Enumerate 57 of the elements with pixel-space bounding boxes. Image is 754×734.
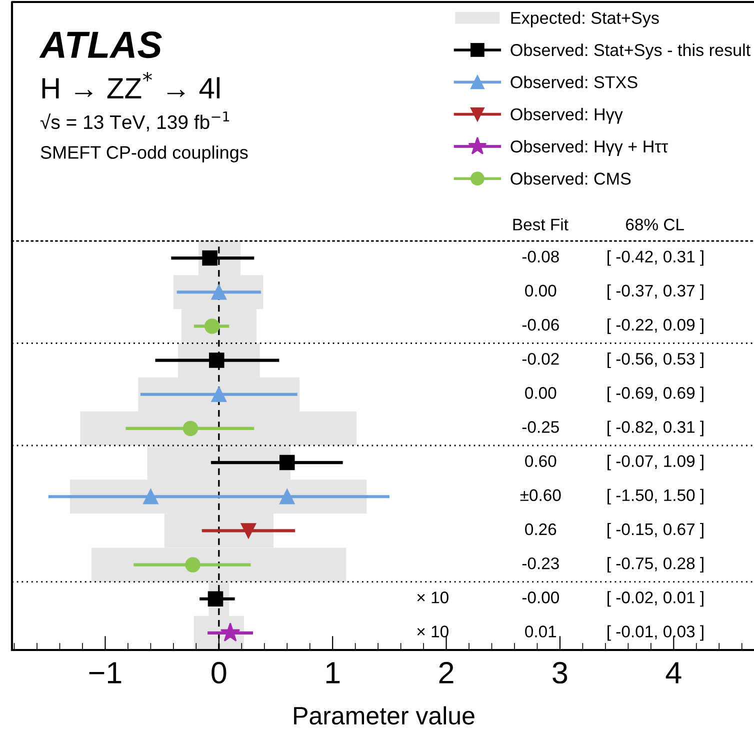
x-tick-label: 4 (666, 662, 682, 684)
x-tick-label: 3 (552, 662, 568, 684)
legend-label: Observed: CMS (510, 172, 631, 185)
annotation: [ -0.15, 0.67 ] (608, 522, 704, 538)
point (143, 488, 158, 504)
annotation: [ -0.69, 0.69 ] (608, 386, 704, 402)
x-axis-title: Parameter value (294, 706, 474, 725)
annotation: [ -0.01, 0.03 ] (608, 625, 704, 641)
annotation: -0.06 (522, 318, 559, 331)
legend-label: Observed: Hγγ (510, 108, 623, 124)
x-tick-label: −1 (89, 662, 122, 684)
annotation: [ -0.75, 0.28 ] (608, 557, 704, 573)
annotation: -0.02 (522, 352, 559, 365)
x-tick-label: 1 (326, 662, 340, 684)
annotation: -0.00 (522, 592, 559, 604)
annotation: -0.08 (522, 250, 559, 263)
point (211, 284, 227, 300)
x-tick-label: 0 (212, 662, 226, 684)
point (211, 386, 227, 402)
point (182, 420, 198, 436)
annotation: [ -0.22, 0.09 ] (608, 318, 704, 334)
point (208, 352, 224, 368)
annotation: -0.23 (522, 557, 559, 570)
legend-label: Expected: Stat+Sys (511, 11, 659, 28)
legend-label: Observed: Hγγ + Hττ (510, 140, 668, 156)
text: Best Fit (513, 218, 568, 230)
annotation: [ -0.07, 1.09 ] (608, 454, 704, 470)
text: √s = 13 TeV, 139 fb$^{−1}$ (40, 111, 230, 132)
point (202, 250, 218, 266)
point (204, 318, 220, 334)
x-tick-label: 2 (439, 662, 454, 684)
annotation: 0.60 (525, 455, 556, 468)
point (279, 488, 295, 504)
annotation: [ -0.37, 0.37 ] (608, 284, 704, 300)
annotation: × 10 (417, 592, 448, 604)
annotation: 0.00 (525, 387, 556, 399)
annotation: [ -0.42, 0.31 ] (608, 250, 704, 266)
annotation: [ -0.56, 0.53 ] (608, 352, 704, 368)
point (220, 622, 240, 642)
annotation: × 10 (417, 626, 448, 638)
annotation: [ -0.82, 0.31 ] (608, 420, 704, 436)
annotation: [ -1.50, 1.50 ] (608, 488, 704, 504)
point (185, 557, 200, 572)
annotation: 0.26 (525, 523, 556, 536)
point (240, 523, 256, 538)
legend-label: Observed: STXS (510, 76, 638, 88)
text: H → ZZ$^{*}$ → 4l (42, 72, 220, 98)
text: 68% CL (626, 218, 684, 230)
text: ATLAS (39, 32, 162, 58)
annotation: 0.00 (525, 284, 556, 297)
point (279, 454, 295, 470)
legend-label: Observed: Stat+Sys - this result (510, 44, 750, 60)
text: SMEFT CP-odd couplings (40, 146, 248, 162)
annotation: -0.25 (522, 421, 559, 433)
annotation: ±0.60 (520, 489, 561, 502)
annotation: [ -0.02, 0.01 ] (608, 591, 704, 607)
annotation: 0.01 (525, 626, 556, 638)
